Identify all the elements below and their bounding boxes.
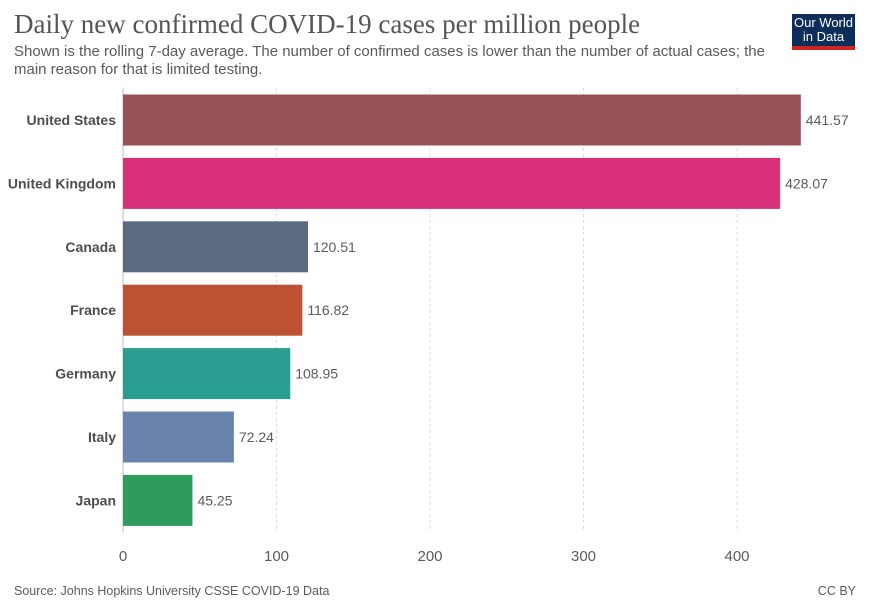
category-label-united-kingdom: United Kingdom [8,175,116,191]
x-tick-label-300: 300 [571,548,596,565]
value-label-france: 116.82 [307,302,349,318]
category-label-france: France [70,302,116,318]
owid-logo[interactable]: Our World in Data [792,14,855,50]
category-label-germany: Germany [55,366,116,382]
bar-united-kingdom[interactable] [123,157,781,209]
bar-united-states[interactable] [123,94,801,146]
value-label-germany: 108.95 [295,366,338,382]
x-tick-label-400: 400 [724,548,749,565]
chart-subtitle: Shown is the rolling 7-day average. The … [14,43,765,78]
category-label-united-states: United States [27,112,117,128]
category-label-japan: Japan [76,492,116,508]
logo-line-2: in Data [802,29,845,44]
bar-germany[interactable] [123,348,291,400]
category-label-italy: Italy [88,429,116,445]
value-label-japan: 45.25 [197,492,232,508]
x-tick-label-100: 100 [264,548,289,565]
value-label-canada: 120.51 [313,239,356,255]
value-label-united-states: 441.57 [806,112,849,128]
license-label[interactable]: CC BY [817,584,856,598]
bar-italy[interactable] [123,411,234,463]
category-label-canada: Canada [65,239,116,255]
bar-canada[interactable] [123,221,308,273]
bar-japan[interactable] [123,474,193,526]
source-note[interactable]: Source: Johns Hopkins University CSSE CO… [14,584,330,598]
chart-title: Daily new confirmed COVID-19 cases per m… [14,9,641,39]
value-label-italy: 72.24 [239,429,274,445]
x-tick-label-200: 200 [417,548,442,565]
bar-france[interactable] [123,284,303,336]
value-label-united-kingdom: 428.07 [785,175,828,191]
x-tick-label-0: 0 [119,548,127,565]
logo-line-1: Our World [794,15,853,30]
